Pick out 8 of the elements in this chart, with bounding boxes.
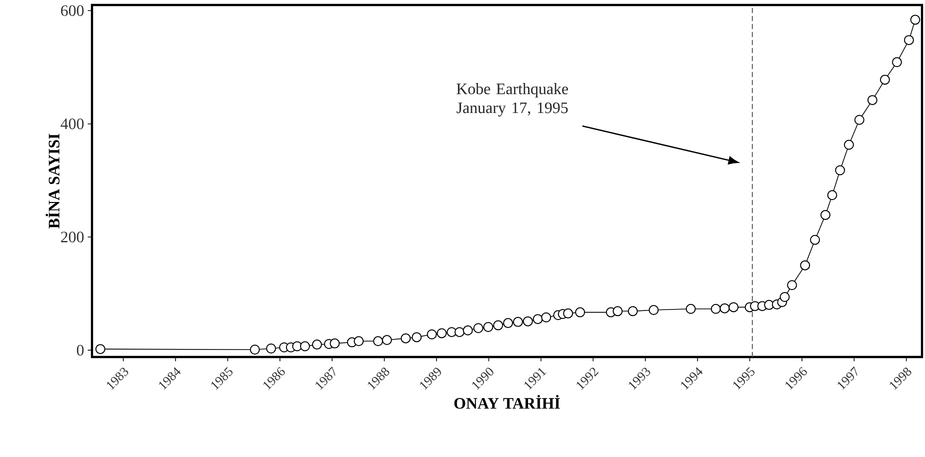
x-axis-title: ONAY TARİHİ [454, 394, 560, 409]
y-tick-label: 400 [60, 118, 84, 130]
y-tick-label: 0 [76, 344, 84, 356]
y-tick-label: 600 [61, 5, 84, 16]
y-tick-label: 200 [61, 232, 84, 242]
y-axis-title: BİNA SAYISI [46, 134, 60, 228]
x-tick-label: 1991 [524, 368, 546, 390]
annotation: Kobe Earthquake January 17, 1995 [456, 83, 568, 116]
